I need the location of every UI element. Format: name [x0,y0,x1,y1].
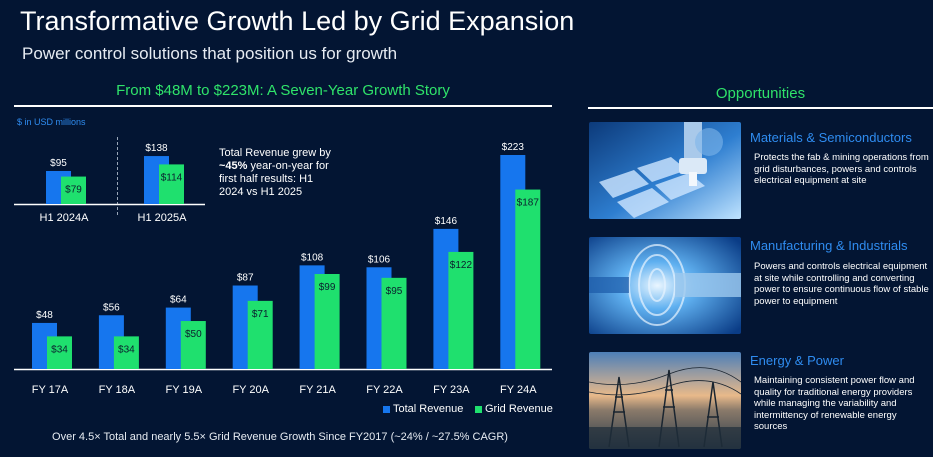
fy-category-label: FY 23A [433,384,470,396]
fy-grid-bar [381,277,407,369]
page-title: Transformative Growth Led by Grid Expans… [20,6,575,36]
growth-footnote: Over 4.5× Total and nearly 5.5× Grid Rev… [52,431,508,443]
page-subtitle: Power control solutions that position us… [22,44,398,63]
opportunity-desc-semiconductors: Protects the fab & mining operations fro… [754,152,929,186]
fy-total-label: $223 [502,142,525,153]
units-note: $ in USD millions [17,117,86,127]
fy-grid-bar [515,189,541,369]
legend-total-label: Total Revenue [393,403,464,415]
chart-header-rule [14,105,552,107]
chart-section-header: From $48M to $223M: A Seven-Year Growth … [116,82,450,99]
callout-text-pre: Total Revenue grew by [219,147,331,159]
fy-category-label: FY 21A [299,384,336,396]
industrial-machining-illustration [589,237,741,334]
opportunity-title-manufacturing: Manufacturing & Industrials [750,238,908,253]
fy-total-label: $108 [301,252,324,263]
fy-grid-bar [180,321,206,369]
opportunity-title-energy: Energy & Power [750,353,844,368]
growth-callout: Total Revenue grew by ~45% year-on-year … [219,147,339,199]
fy-grid-label: $50 [185,329,202,340]
legend-grid-swatch [475,405,482,413]
h1-category-label: H1 2025A [138,212,188,224]
semiconductor-fab-photo [589,122,741,219]
fy-total-label: $146 [435,216,458,227]
h1-grid-bar [159,164,184,204]
fy-grid-label: $99 [319,282,336,293]
legend-grid-label: Grid Revenue [485,403,553,415]
fy-grid-label: $71 [252,309,269,320]
h1-total-label: $138 [145,143,168,154]
h1-grid-label: $79 [65,185,82,196]
fy-total-label: $48 [36,310,53,321]
callout-text-post: year-on-year for first half results: H1 … [219,160,329,198]
fy-grid-bar [247,300,273,369]
industrial-machining-photo [589,237,741,334]
h1-category-label: H1 2024A [40,212,90,224]
fy-grid-label: $187 [517,198,540,209]
opportunities-header: Opportunities [715,85,806,102]
electrical-substation-illustration [589,352,741,449]
fy-total-label: $64 [170,295,187,306]
fy-category-label: FY 20A [232,384,269,396]
h1-grid-label: $114 [161,172,183,183]
fy-total-label: $87 [237,273,254,284]
legend-total: Total Revenue [383,403,463,415]
fy-grid-bar [113,336,139,369]
fy-category-label: FY 19A [166,384,203,396]
fy-grid-bar [314,273,340,369]
h1-divider [117,137,118,215]
fy-category-label: FY 18A [99,384,136,396]
opportunity-desc-manufacturing: Powers and controls electrical equipment… [754,261,929,307]
fy-grid-bar [448,251,474,369]
opportunity-title-semiconductors: Materials & Semiconductors [750,130,912,145]
fy-grid-label: $34 [118,344,135,355]
fy-grid-label: $34 [51,344,68,355]
fy-total-label: $56 [103,302,120,313]
h1-grid-bar [61,176,86,204]
fy-total-label: $106 [368,254,391,265]
legend-total-swatch [383,405,390,413]
opportunities-header-rule [588,107,933,109]
fy-grid-bar [47,336,72,369]
fy-grid-label: $95 [386,286,403,297]
revenue-chart: $95 $79 H1 2024A $138 $114 H1 2025A $48 $34 FY 1… [14,142,552,396]
fy-category-label: FY 22A [366,384,403,396]
opportunity-desc-energy: Maintaining consistent power flow and qu… [754,375,915,432]
electrical-substation-photo [589,352,741,449]
callout-highlight: ~45% [219,160,248,172]
fy-grid-label: $122 [450,260,473,271]
legend-grid: Grid Revenue [475,403,553,415]
semiconductor-fab-illustration [589,122,741,219]
fy-category-label: FY 24A [500,384,537,396]
fy-category-label: FY 17A [32,384,69,396]
h1-total-label: $95 [50,158,67,169]
